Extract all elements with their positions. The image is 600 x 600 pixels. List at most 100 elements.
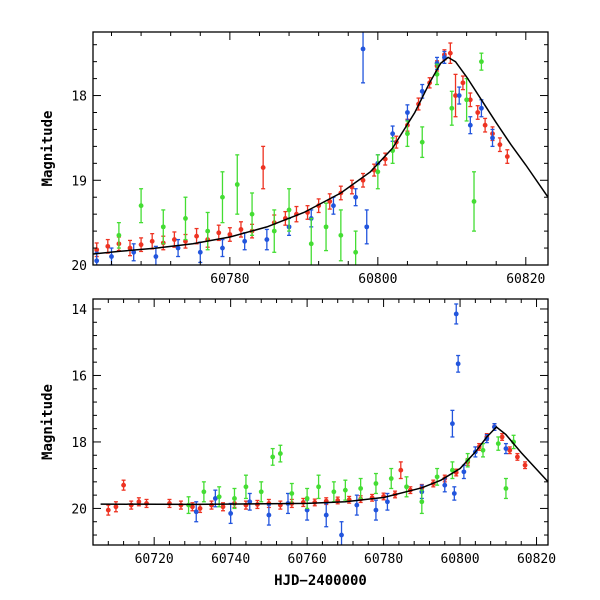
data-point [271,228,277,234]
data-point [323,224,329,230]
data-point [331,203,336,209]
data-point [419,499,425,505]
panel-bottom: 60720 60740 60760 60780 60800 60820 14 16 18 20 Ma… [40,298,556,589]
x-tick-label: 60740 [211,552,250,567]
panel-top: 60780 60800 60820 18 19 20 Magnitude [40,31,549,287]
data-point [388,476,394,481]
data-point [232,496,237,501]
data-point [453,93,458,98]
y-tick-label: 20 [71,502,87,517]
data-point [183,216,188,221]
data-point [419,88,425,94]
data-point [461,469,467,475]
data-point [220,504,226,510]
data-point [331,489,337,495]
data-point [197,506,203,511]
data-point [304,496,310,501]
data-point [522,462,528,468]
y-tick-label: 18 [71,90,87,105]
data-point [128,502,134,508]
data-point [364,224,370,230]
data-point [480,447,486,453]
x-tick-label: 60820 [517,552,556,567]
data-point [264,237,270,242]
data-point [116,232,122,238]
data-point [475,110,481,115]
data-point [138,203,144,209]
data-point [499,434,505,440]
data-point [216,230,222,236]
data-point [455,361,461,367]
data-point [338,232,344,238]
x-tick-label: 60800 [440,552,479,567]
data-point [353,194,359,200]
data-point [390,131,396,137]
data-point [197,249,203,255]
series-0 [94,42,510,258]
data-point [209,502,214,508]
plot-area [93,32,548,265]
data-point [131,249,137,255]
data-point [160,224,166,230]
data-point [353,249,359,255]
y-tick-label: 20 [71,259,87,274]
data-point [490,135,495,141]
data-point [105,507,111,513]
data-point [136,499,142,505]
y-tick-label: 19 [71,174,87,189]
data-point [109,254,114,259]
data-point [212,496,218,501]
data-point [220,245,225,251]
data-point [375,169,381,175]
data-point [471,199,477,204]
data-point [227,232,233,237]
data-point [234,182,240,187]
data-point [138,242,144,248]
data-point [456,93,462,98]
y-tick-label: 14 [71,303,87,318]
plot-area [100,303,548,545]
data-point [398,467,404,473]
data-point [482,122,488,128]
data-point [342,487,348,493]
data-point [460,80,466,86]
data-point [419,139,425,145]
x-tick-label: 60800 [358,272,397,287]
data-point [358,486,364,491]
data-point [205,228,211,234]
data-point [201,489,207,495]
data-point [144,501,149,506]
y-tick-label: 16 [71,369,87,384]
data-point [247,499,253,505]
data-point [127,245,133,251]
data-point [323,512,329,518]
data-point [385,499,390,505]
x-tick-label: 60780 [210,272,249,287]
data-point [113,504,119,510]
model-curve [93,56,548,255]
data-point [171,237,177,242]
y-axis-label: Magnitude [40,384,56,460]
data-point [121,482,126,488]
data-point [238,227,244,232]
data-point [316,484,321,490]
data-point [453,311,459,317]
data-point [258,489,264,495]
data-point [94,258,100,264]
x-tick-label: 60820 [506,272,545,287]
data-point [373,507,379,513]
data-point [243,484,249,490]
series-1 [193,303,509,545]
data-point [503,486,509,491]
data-point [308,241,314,247]
data-point [289,491,295,496]
x-tick-label: 60720 [135,552,174,567]
data-point [467,97,473,103]
data-point [503,446,509,451]
data-point [405,131,410,137]
data-point [105,243,111,249]
x-axis-label: HJD−2400000 [274,573,367,589]
data-point [479,59,484,65]
data-point [360,46,366,52]
